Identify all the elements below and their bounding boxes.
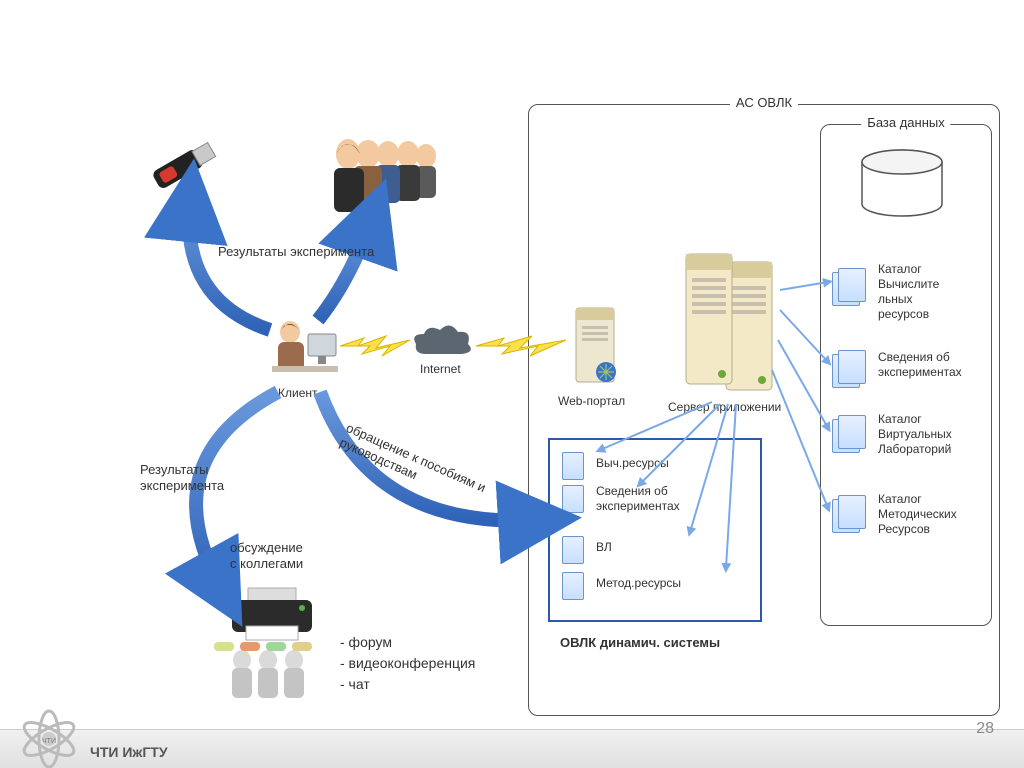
bullet-item: - видеоконференция (340, 653, 475, 674)
bullet-item: - форум (340, 632, 475, 653)
bullets: - форум - видеоконференция - чат (340, 632, 475, 695)
footer-text: ЧТИ ИжГТУ (90, 744, 168, 760)
svg-text:ЧТИ: ЧТИ (42, 738, 56, 745)
page-number: 28 (976, 720, 994, 738)
results-label-2: Результаты эксперимента (140, 462, 224, 495)
results-label-1: Результаты эксперимента (218, 244, 374, 260)
logo-icon: ЧТИ (14, 704, 84, 768)
bullet-item: - чат (340, 674, 475, 695)
arrows-layer (0, 0, 1024, 768)
discuss-label: обсуждение с коллегами (230, 540, 303, 573)
